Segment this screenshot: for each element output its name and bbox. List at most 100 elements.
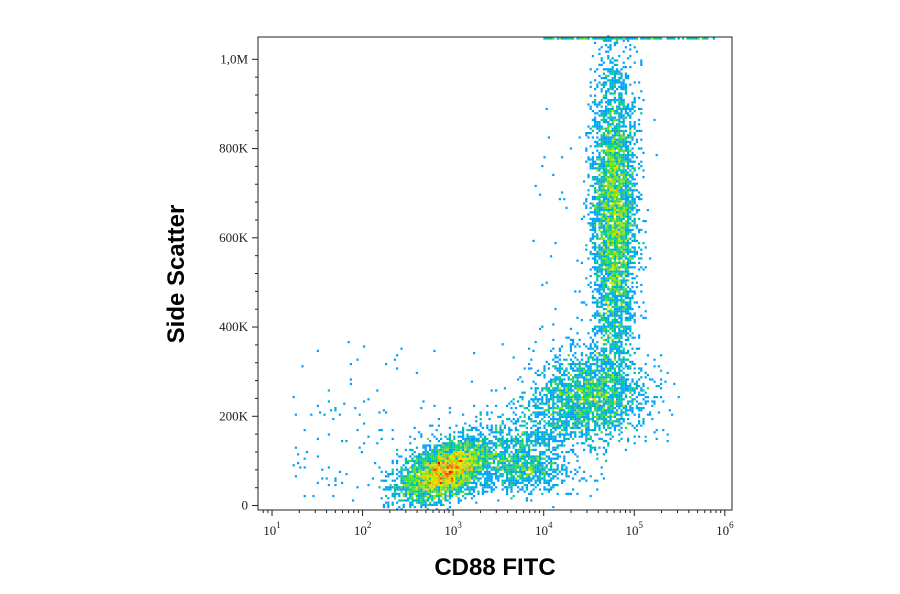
data-point <box>451 481 454 484</box>
data-point <box>473 404 476 407</box>
data-point <box>613 127 616 130</box>
data-point <box>492 481 495 484</box>
data-point <box>576 407 579 410</box>
data-point <box>396 484 399 487</box>
data-point <box>398 475 401 478</box>
data-point <box>572 341 575 344</box>
data-point <box>611 349 614 352</box>
data-point <box>618 257 621 260</box>
data-point <box>517 448 520 451</box>
data-point <box>611 365 614 368</box>
data-point <box>437 488 440 491</box>
data-point <box>616 303 619 306</box>
data-point <box>602 156 605 159</box>
data-point <box>552 422 555 425</box>
data-point <box>565 391 568 394</box>
data-point <box>426 453 429 456</box>
data-point <box>616 290 619 293</box>
data-point <box>462 453 465 456</box>
data-point <box>495 437 498 440</box>
data-point <box>600 279 603 282</box>
data-point <box>624 290 627 293</box>
data-point <box>576 411 579 414</box>
data-point <box>624 248 627 251</box>
data-point <box>512 470 515 473</box>
data-point <box>576 409 579 412</box>
data-point <box>486 404 489 407</box>
data-point <box>620 281 623 284</box>
data-point <box>519 396 522 399</box>
data-point <box>607 330 610 333</box>
data-point <box>618 356 621 359</box>
data-point <box>633 125 636 128</box>
data-point <box>609 44 612 47</box>
data-point <box>631 409 634 412</box>
data-point <box>618 132 621 135</box>
data-point <box>611 189 614 192</box>
data-point <box>583 385 586 388</box>
data-point <box>609 215 612 218</box>
data-point <box>600 418 603 421</box>
data-point <box>602 334 605 337</box>
data-point <box>596 330 599 333</box>
data-point <box>594 398 597 401</box>
data-point <box>422 470 425 473</box>
data-point <box>413 477 416 480</box>
data-point <box>448 437 451 440</box>
data-point <box>431 448 434 451</box>
data-point <box>598 415 601 418</box>
data-point <box>613 356 616 359</box>
data-point <box>503 464 506 467</box>
data-point <box>616 411 619 414</box>
data-point <box>624 88 627 91</box>
data-point <box>422 400 425 403</box>
data-point <box>473 426 476 429</box>
data-point <box>638 257 641 260</box>
data-point <box>605 360 608 363</box>
data-point <box>512 440 515 443</box>
data-point <box>475 475 478 478</box>
data-point <box>580 374 583 377</box>
data-point <box>554 365 557 368</box>
data-point <box>611 209 614 212</box>
data-point <box>602 325 605 328</box>
data-point <box>607 288 610 291</box>
data-point <box>587 176 590 179</box>
data-point <box>620 224 623 227</box>
data-point <box>618 107 621 110</box>
data-point <box>605 160 608 163</box>
data-point <box>602 299 605 302</box>
data-point <box>576 363 579 366</box>
data-point <box>609 404 612 407</box>
data-point <box>572 437 575 440</box>
data-point <box>600 297 603 300</box>
data-point <box>613 393 616 396</box>
data-point <box>624 129 627 132</box>
data-point <box>578 371 581 374</box>
data-point <box>618 248 621 251</box>
data-point <box>607 46 610 49</box>
data-point <box>616 268 619 271</box>
data-point <box>622 233 625 236</box>
data-point <box>512 437 515 440</box>
data-point <box>508 470 511 473</box>
data-point <box>594 283 597 286</box>
data-point <box>620 134 623 137</box>
data-point <box>605 198 608 201</box>
data-point <box>583 382 586 385</box>
data-point <box>607 316 610 319</box>
data-point <box>620 255 623 258</box>
data-point <box>627 246 630 249</box>
data-point <box>594 99 597 102</box>
data-point <box>556 367 559 370</box>
data-point <box>622 167 625 170</box>
data-point <box>600 358 603 361</box>
data-point <box>611 191 614 194</box>
data-point <box>393 484 396 487</box>
data-point <box>435 468 438 471</box>
data-point <box>501 457 504 460</box>
data-point <box>382 488 385 491</box>
data-point <box>598 217 601 220</box>
data-point <box>528 481 531 484</box>
data-point <box>418 488 421 491</box>
